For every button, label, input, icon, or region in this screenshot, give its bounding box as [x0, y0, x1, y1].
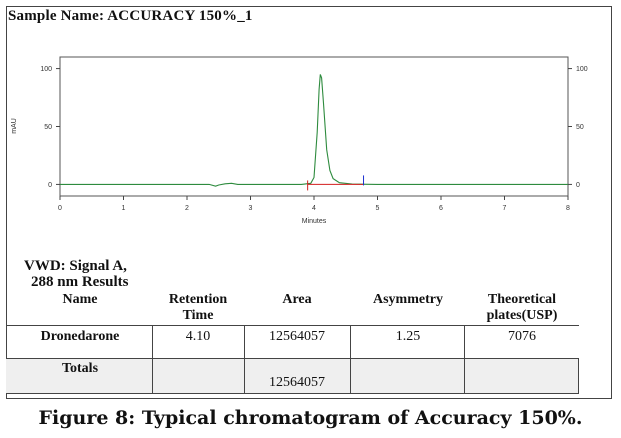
column-divider: [244, 325, 245, 358]
y-tick-label-left: 100: [40, 66, 52, 73]
header-theoretical-plates: Theoretical plates(USP): [486, 292, 558, 323]
column-divider: [350, 325, 351, 358]
header-name: Name: [62, 292, 98, 307]
x-tick-label: 8: [566, 205, 570, 212]
signal-title: VWD: Signal A, 288 nm Results: [24, 258, 129, 290]
cell-name: Dronedarone: [40, 329, 120, 344]
y-tick-label-left: 50: [44, 124, 52, 131]
totals-row: Totals 12564057: [6, 358, 579, 394]
cell-asymmetry: 1.25: [395, 329, 421, 344]
column-divider: [464, 325, 465, 358]
column-divider: [350, 359, 351, 393]
series-layer: [60, 74, 568, 187]
header-area: Area: [282, 292, 312, 307]
x-tick-label: 5: [376, 205, 380, 212]
peak-markers: [307, 175, 365, 191]
y-axis-left: 100 50 0: [40, 66, 60, 189]
x-tick-label: 2: [185, 205, 189, 212]
x-tick-label: 0: [58, 205, 62, 212]
column-divider: [152, 325, 153, 358]
y-axis-label: mAU: [11, 118, 18, 134]
y-tick-label-right: 0: [576, 182, 580, 189]
x-axis: 0 1 2 3 4 5 6 7 8: [58, 196, 570, 212]
totals-area: 12564057: [269, 375, 325, 390]
y-tick-label-right: 50: [576, 124, 584, 131]
y-tick-label-left: 0: [48, 182, 52, 189]
chromatogram-report-frame: [6, 6, 612, 399]
column-divider: [244, 359, 245, 393]
y-axis-right: 100 50 0: [568, 66, 588, 189]
cell-retention-time: 4.10: [185, 329, 211, 344]
cell-plates: 7076: [508, 329, 536, 344]
figure-caption: Figure 8: Typical chromatogram of Accura…: [38, 407, 583, 429]
sample-name: Sample Name: ACCURACY 150%_1: [8, 8, 253, 24]
x-axis-label: Minutes: [302, 218, 327, 225]
x-tick-label: 6: [439, 205, 443, 212]
y-tick-label-right: 100: [576, 66, 588, 73]
x-tick-label: 7: [503, 205, 507, 212]
cell-area: 12564057: [269, 329, 325, 344]
column-divider: [464, 359, 465, 393]
column-divider: [152, 359, 153, 393]
column-divider: [578, 359, 579, 393]
totals-label: Totals: [61, 361, 99, 376]
header-retention-time: Retention Time: [168, 292, 228, 323]
signal-title-line1: VWD: Signal A,: [24, 258, 127, 274]
chromatogram-trace: [60, 74, 568, 187]
x-tick-label: 1: [122, 205, 126, 212]
x-tick-label: 3: [249, 205, 253, 212]
x-tick-label: 4: [312, 205, 316, 212]
header-asymmetry: Asymmetry: [373, 292, 443, 307]
signal-title-line2: 288 nm Results: [31, 274, 129, 290]
table-row-separator: [6, 325, 579, 326]
